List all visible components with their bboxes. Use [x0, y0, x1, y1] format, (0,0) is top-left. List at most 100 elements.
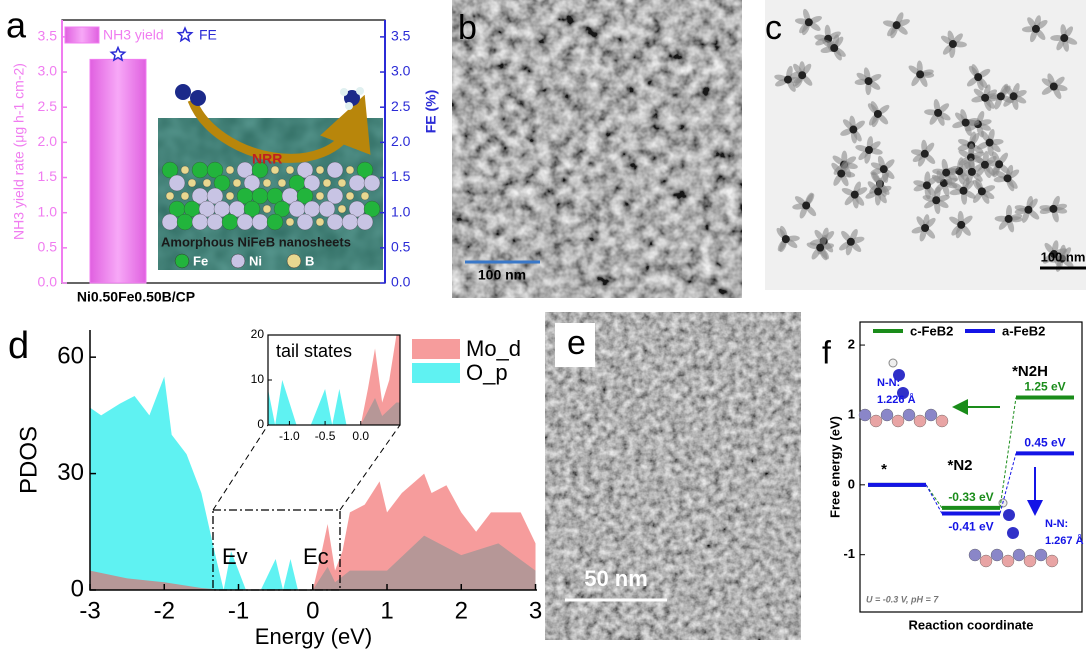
nanoflower-core — [849, 126, 857, 134]
y-tick-label: 1.0 — [38, 203, 58, 219]
nanoflower-core — [880, 165, 888, 173]
nh3-atom — [345, 102, 353, 110]
adsorbate-atom — [1007, 527, 1019, 539]
atom-sphere — [177, 214, 193, 230]
species-label: *N2 — [947, 457, 972, 474]
legend-marker — [178, 28, 191, 41]
substrate-atom — [1035, 549, 1047, 561]
atom-sphere — [233, 179, 241, 187]
adsorbate-atom — [1003, 509, 1015, 521]
x-tick-label: -1 — [228, 597, 249, 624]
y-tick-label: 0 — [71, 575, 84, 602]
inset-legend-marker — [287, 254, 301, 268]
nanoflower-core — [968, 168, 976, 176]
nh3-atom — [356, 87, 364, 95]
nanoflower-core — [816, 244, 824, 252]
atom-sphere — [267, 214, 283, 230]
scale-bar-label: 100 nm — [478, 267, 526, 283]
panel-letter: c — [765, 9, 782, 47]
level-connector — [926, 485, 942, 514]
panel-letter: d — [8, 325, 29, 367]
panel-letter: a — [6, 5, 27, 46]
atom-sphere — [203, 179, 211, 187]
atom-sphere — [316, 218, 324, 226]
band-edge-label: Ec — [303, 544, 329, 569]
value-label: 1.25 eV — [1024, 380, 1065, 394]
nanoflower-core — [921, 224, 929, 232]
inset-y-tick-label: 20 — [251, 327, 265, 341]
nanoflower-core — [981, 94, 989, 102]
nanoflower-core — [851, 191, 859, 199]
legend-label: O_p — [466, 360, 508, 385]
y2-axis-label: FE (%) — [423, 90, 439, 134]
nanoflower-core — [932, 196, 940, 204]
inset-legend-label: Fe — [193, 253, 208, 268]
nanoflower-core — [916, 70, 924, 78]
inset-legend-marker — [231, 254, 245, 268]
atom-sphere — [316, 166, 324, 174]
inset-legend-marker — [175, 254, 189, 268]
value-label: -0.33 eV — [948, 490, 993, 504]
nanoflower-core — [978, 187, 986, 195]
nanoflower-core — [805, 18, 813, 26]
nanoflower-core — [1032, 25, 1040, 33]
nanoflower-core — [847, 238, 855, 246]
inset-x-tick-label: 0.0 — [352, 429, 369, 443]
atom-sphere — [346, 192, 354, 200]
value-label: 0.45 eV — [1024, 436, 1065, 450]
atom-sphere — [222, 214, 238, 230]
nanoflower-core — [995, 160, 1003, 168]
atom-sphere — [286, 218, 294, 226]
atom-sphere — [327, 214, 343, 230]
y-tick-label: 2.5 — [38, 98, 58, 114]
nanoflower-core — [874, 188, 882, 196]
nanoflower-core — [837, 170, 845, 178]
nanoflower-core — [942, 169, 950, 177]
inset-label: NRR — [252, 151, 282, 167]
species-label: *N2H — [1012, 363, 1048, 380]
legend-label: a-FeB2 — [1002, 323, 1045, 338]
substrate-atom — [914, 415, 926, 427]
nh3-atom — [340, 88, 348, 96]
scale-bar-label: 100 nm — [1041, 249, 1086, 264]
atom-sphere — [181, 192, 189, 200]
y-tick-label: 1 — [848, 406, 855, 421]
level-connector — [926, 485, 942, 508]
inset-x-tick-label: -1.0 — [279, 429, 300, 443]
atom-sphere — [162, 214, 178, 230]
legend-swatch — [65, 27, 99, 43]
y-tick-label: 60 — [57, 343, 84, 370]
x-tick-label: 3 — [529, 597, 542, 624]
nanoflower-core — [798, 71, 806, 79]
annotation: 1.226 Å — [877, 393, 916, 406]
nanoflower-core — [874, 110, 882, 118]
nanoflower-core — [934, 109, 942, 117]
y2-tick-label: 0.0 — [391, 274, 411, 290]
atom-sphere — [323, 179, 331, 187]
atom-sphere — [346, 166, 354, 174]
page: a0.00.51.01.52.02.53.03.50.00.51.01.52.0… — [0, 0, 1086, 650]
atom-sphere — [338, 179, 346, 187]
y-tick-label: 2 — [848, 336, 855, 351]
y2-tick-label: 3.5 — [391, 28, 411, 44]
y-tick-label: 0.5 — [38, 239, 58, 255]
nanoflower-core — [865, 146, 873, 154]
scale-bar-label: 50 nm — [584, 566, 648, 591]
nanoflower-core — [986, 139, 994, 147]
fe-marker — [111, 48, 124, 61]
y-tick-label: 30 — [57, 459, 84, 486]
atom-sphere — [166, 192, 174, 200]
y2-tick-label: 3.0 — [391, 63, 411, 79]
nanoflower-core — [974, 73, 982, 81]
x-tick-label: 1 — [380, 597, 393, 624]
atom-sphere — [226, 166, 234, 174]
nanoflower-core — [1024, 206, 1032, 214]
atom-sphere — [271, 166, 279, 174]
bar — [90, 59, 146, 283]
n2-atom — [175, 84, 191, 100]
atom-sphere — [361, 192, 369, 200]
atom-sphere — [188, 179, 196, 187]
x-axis-label: Energy (eV) — [255, 624, 372, 649]
y-tick-label: 2.0 — [38, 133, 58, 149]
zoom-line — [213, 425, 268, 510]
